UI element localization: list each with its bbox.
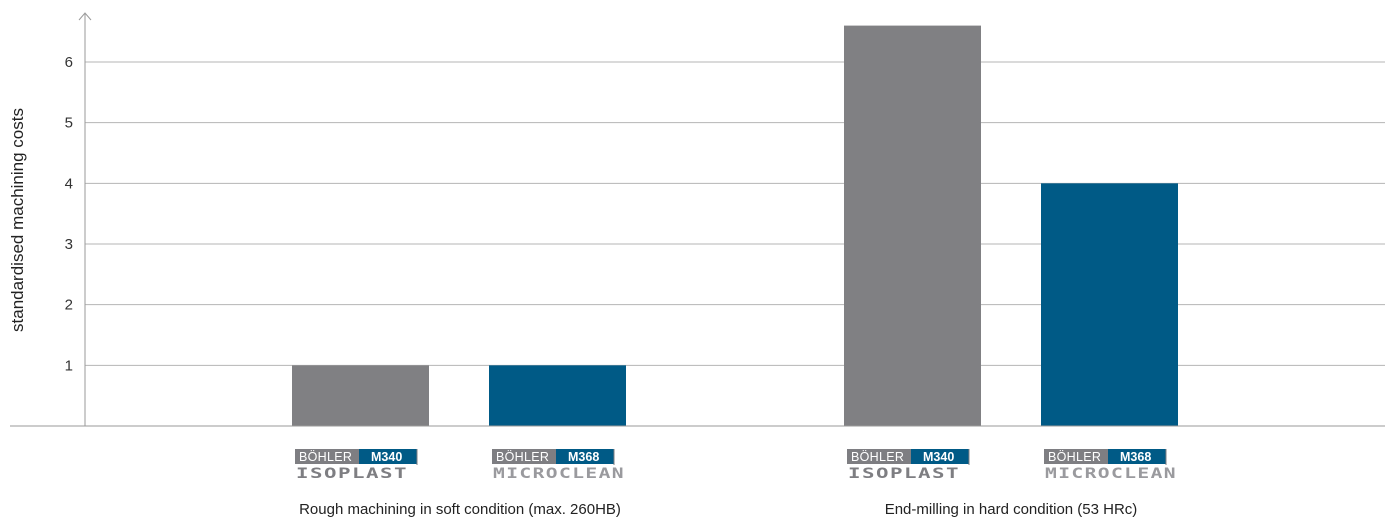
y-tick-label: 1 [65,357,73,374]
logo-grade-text: M340 [923,450,954,464]
bar-logo: BÖHLER M340 ISOPLAST [295,449,418,482]
y-axis-label: standardised machining costs [8,108,27,332]
logo-grade-box [911,449,969,464]
y-tick-label: 5 [65,115,73,132]
y-tick-label: 3 [65,236,73,253]
logo-brand-text: BÖHLER [851,450,904,464]
gridlines [85,61,1385,366]
bar-logo: BÖHLER M340 ISOPLAST [847,449,970,482]
axes [10,12,1385,427]
logo-grade-box [359,449,417,464]
bar-logo: BÖHLER M368 MICROCLEAN [492,449,625,482]
logo-grade-text: M368 [1120,450,1151,464]
logo-sub-text: ISOPLAST [296,466,408,482]
logo-grade-box [1108,449,1166,464]
group-label: End-milling in hard condition (53 HRc) [885,501,1138,518]
y-tick-label: 4 [65,175,73,192]
logo-sub-text: ISOPLAST [848,466,960,482]
logo-brand-box [847,449,911,464]
logo-brand-box [492,449,556,464]
group-labels: Rough machining in soft condition (max. … [299,501,1137,518]
logo-brand-text: BÖHLER [1048,450,1101,464]
y-tick-label: 6 [65,54,73,71]
y-tick-label: 2 [65,297,73,314]
logo-grade-text: M340 [371,450,402,464]
bar-logo: BÖHLER M368 MICROCLEAN [1044,449,1177,482]
bar [844,25,981,426]
group-label: Rough machining in soft condition (max. … [299,501,621,518]
logo-brand-text: BÖHLER [299,450,352,464]
logo-grade-box [556,449,614,464]
y-tick-labels: 1 2 3 4 5 6 [65,54,73,374]
bar [292,365,429,426]
logo-sub-text: MICROCLEAN [493,466,625,482]
bar [1041,183,1178,426]
logo-brand-box [295,449,359,464]
logo-sub-text: MICROCLEAN [1045,466,1177,482]
bar [489,365,626,426]
bars [292,25,1178,426]
y-axis-arrow [78,12,92,21]
logo-brand-text: BÖHLER [496,450,549,464]
logo-grade-text: M368 [568,450,599,464]
logo-brand-box [1044,449,1108,464]
